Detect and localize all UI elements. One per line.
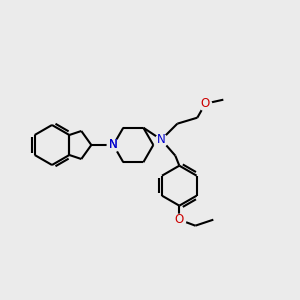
Text: O: O <box>201 97 210 110</box>
Text: N: N <box>109 139 118 152</box>
Text: N: N <box>109 139 118 152</box>
Text: O: O <box>175 213 184 226</box>
Text: N: N <box>157 133 166 146</box>
